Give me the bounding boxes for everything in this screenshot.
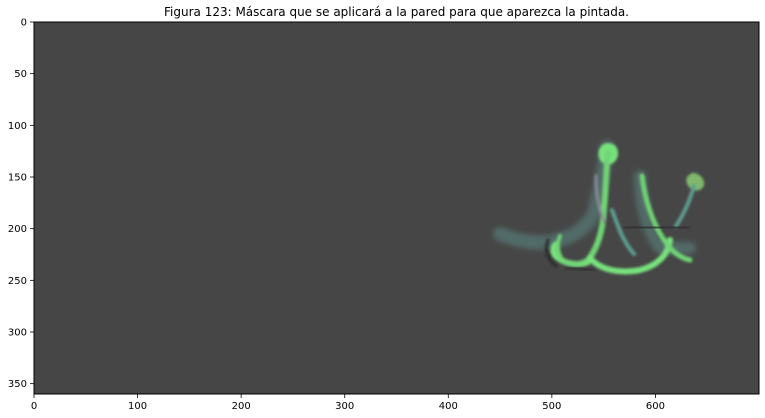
x-tick-label-400: 400 [439, 401, 458, 412]
graffiti-mask-image [493, 140, 705, 275]
x-axis-ticks: 0 100 200 300 400 500 600 [31, 394, 665, 412]
halo-stroke-main [493, 140, 614, 250]
y-axis-ticks: 0 50 100 150 200 250 300 350 [8, 18, 34, 390]
halo-stroke-secondary [634, 170, 696, 254]
stroke-bowl-right [587, 237, 673, 275]
graffiti-dark-accents [544, 146, 695, 273]
dark-crossbar [623, 225, 690, 230]
y-tick-label-300: 300 [8, 328, 27, 339]
x-tick-label-500: 500 [542, 401, 561, 412]
plot-frame [33, 21, 760, 395]
stroke-inner-mid [610, 208, 636, 256]
y-tick-label-50: 50 [14, 69, 27, 80]
y-tick-label-250: 250 [8, 276, 27, 287]
x-tick-label-100: 100 [128, 401, 147, 412]
x-tick-label-600: 600 [646, 401, 665, 412]
y-tick-label-200: 200 [8, 224, 27, 235]
stroke-right-diagonal [639, 173, 693, 263]
y-tick-label-100: 100 [8, 121, 27, 132]
stroke-left-hook [556, 234, 592, 266]
graffiti-halo [493, 140, 696, 254]
y-tick-label-150: 150 [8, 173, 27, 184]
graffiti-strokes [550, 143, 705, 275]
x-tick-label-200: 200 [232, 401, 251, 412]
dark-left-edge [544, 238, 558, 268]
chart-title: Figura 123: Máscara que se aplicará a la… [164, 5, 629, 19]
y-tick-label-350: 350 [8, 379, 27, 390]
x-tick-label-0: 0 [31, 401, 37, 412]
y-tick-label-0: 0 [21, 18, 27, 29]
x-tick-label-300: 300 [335, 401, 354, 412]
stroke-left-arm [594, 174, 606, 224]
stroke-right-arm [674, 184, 696, 228]
dark-bottom-edge [565, 267, 595, 271]
